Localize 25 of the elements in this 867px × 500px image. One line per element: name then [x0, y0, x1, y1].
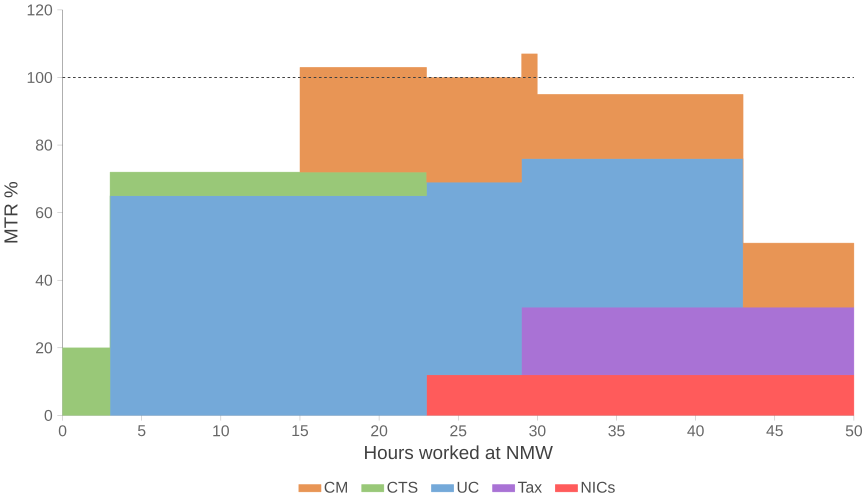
y-tick-label: 80	[36, 140, 52, 151]
y-tick-label: 100	[28, 72, 52, 84]
legend-label: NICs	[582, 482, 615, 493]
y-tick-label: 20	[36, 342, 52, 354]
x-tick-label: 5	[138, 425, 146, 436]
x-tick-label: 35	[608, 425, 625, 436]
y-tick-label: 40	[36, 274, 52, 286]
legend-label: CM	[324, 482, 347, 493]
legend-label: Tax	[518, 482, 542, 493]
legend-label: UC	[458, 482, 479, 493]
x-tick-label: 30	[529, 425, 546, 436]
x-tick-label: 50	[846, 425, 862, 436]
x-tick-label: 10	[213, 425, 229, 436]
y-tick-label: 120	[28, 4, 52, 16]
x-tick-label: 20	[371, 425, 388, 436]
y-tick-label: 0	[44, 410, 52, 421]
x-tick-label: 15	[292, 425, 308, 436]
legend-label: CTS	[388, 482, 418, 493]
y-axis-title: MTR %	[4, 182, 18, 243]
x-tick-label: 45	[766, 425, 783, 436]
x-tick-label: 25	[450, 425, 466, 436]
y-tick-label: 60	[36, 207, 52, 218]
x-axis-title: Hours worked at NMW	[365, 445, 553, 460]
x-tick-label: 40	[687, 425, 704, 436]
x-tick-label: 0	[58, 425, 66, 436]
